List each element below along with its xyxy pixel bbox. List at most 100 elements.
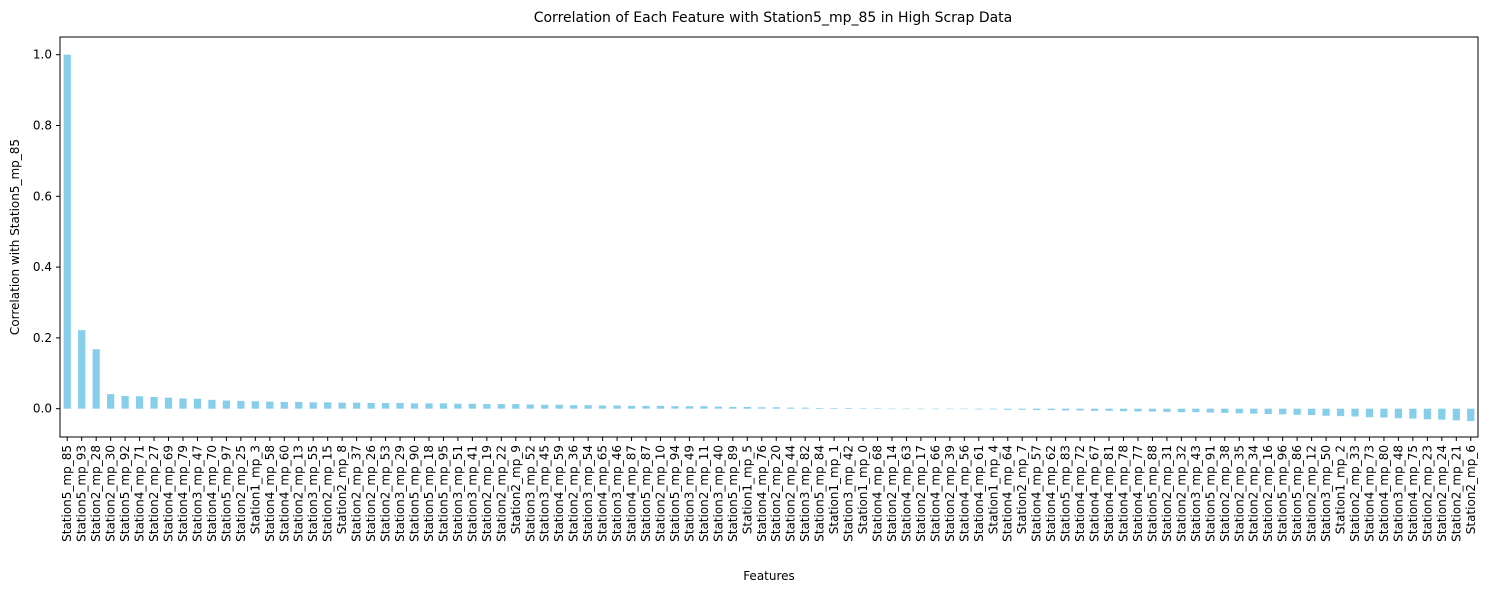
bar-station2-mp-17 [917, 408, 925, 410]
x-tick-label: Station2_mp_28 [89, 445, 103, 542]
y-tick-label: 0.8 [33, 118, 52, 132]
x-tick-label: Station4_mp_73 [1362, 445, 1376, 542]
x-tick-label: Station3_mp_48 [1391, 445, 1405, 542]
bar-station3-mp-49 [685, 406, 694, 409]
bar-station4-mp-61 [975, 408, 983, 410]
x-tick-label: Station3_mp_49 [682, 445, 696, 542]
x-tick-label: Station2_mp_16 [1261, 445, 1275, 542]
x-tick-label: Station1_mp_0 [856, 445, 870, 534]
x-tick-label: Station2_mp_30 [104, 445, 118, 542]
y-tick-label: 0.6 [33, 189, 52, 203]
x-tick-label: Station5_mp_83 [1059, 445, 1073, 542]
x-tick-label: Station2_mp_8 [335, 445, 349, 534]
x-tick-label: Station4_mp_60 [277, 445, 291, 542]
x-tick-label: Station5_mp_85 [60, 445, 74, 542]
bar-station4-mp-67 [1090, 408, 1099, 411]
plot-frame [59, 36, 1479, 438]
bar-station4-mp-63 [902, 408, 911, 410]
x-tick-label: Station2_mp_53 [379, 445, 393, 542]
bar-station5-mp-86 [1293, 408, 1301, 415]
bar-station4-mp-66 [931, 408, 940, 410]
x-tick-label: Station3_mp_51 [451, 445, 465, 542]
bar-station2-mp-16 [1264, 408, 1272, 414]
bar-station5-mp-88 [1148, 408, 1157, 412]
x-tick-label: Station2_mp_22 [494, 445, 508, 542]
bar-station5-mp-96 [1279, 408, 1287, 415]
bar-station2-mp-23 [1423, 408, 1431, 420]
bar-station3-mp-42 [844, 407, 853, 409]
x-tick-label: Station2_mp_13 [292, 445, 306, 542]
x-tick-label: Station3_mp_42 [842, 445, 856, 542]
bar-station4-mp-71 [135, 396, 144, 409]
bar-station2-mp-15 [324, 402, 332, 409]
x-tick-label: Station4_mp_56 [957, 445, 971, 542]
bar-station3-mp-82 [801, 407, 809, 409]
x-tick-label: Station3_mp_40 [711, 445, 725, 542]
x-tick-label: Station2_mp_27 [147, 445, 161, 542]
x-tick-label: Station1_mp_4 [986, 445, 1000, 534]
x-tick-label: Station1_mp_1 [827, 445, 841, 534]
bar-station4-mp-59 [555, 404, 563, 409]
x-tick-label: Station3_mp_43 [1189, 445, 1203, 542]
x-tick-label: Station2_mp_34 [1247, 445, 1261, 542]
bar-station2-mp-8 [338, 402, 346, 409]
bar-station4-mp-78 [1119, 408, 1128, 412]
bar-station2-mp-34 [1250, 408, 1258, 414]
x-tick-label: Station2_mp_35 [1232, 445, 1246, 542]
bar-station4-mp-77 [1134, 408, 1142, 412]
bar-station4-mp-72 [1076, 408, 1084, 411]
y-tick-label: 0.2 [33, 331, 52, 345]
x-tick-label: Station5_mp_96 [1276, 445, 1290, 542]
x-tick-label: Station1_mp_3 [248, 445, 262, 534]
x-tick-label: Station3_mp_29 [393, 445, 407, 542]
x-tick-label: Station5_mp_86 [1290, 445, 1304, 542]
bar-station2-mp-22 [497, 404, 505, 409]
bar-station4-mp-58 [266, 401, 274, 409]
bar-station4-mp-69 [164, 397, 173, 409]
bar-station2-mp-25 [237, 400, 245, 409]
x-tick-label: Station4_mp_58 [263, 445, 277, 542]
x-tick-label: Station3_mp_82 [798, 445, 812, 542]
x-tick-label: Station4_mp_76 [755, 445, 769, 542]
x-tick-label: Station2_mp_38 [1218, 445, 1232, 542]
x-tick-label: Station2_mp_19 [480, 445, 494, 542]
x-tick-label: Station4_mp_78 [1117, 445, 1131, 542]
bar-station4-mp-62 [1047, 408, 1055, 411]
bar-station1-mp-5 [743, 406, 751, 409]
x-tick-label: Station2_mp_14 [885, 445, 899, 542]
x-tick-label: Station4_mp_64 [1001, 445, 1015, 542]
x-tick-label: Station2_mp_25 [234, 445, 248, 542]
bar-station3-mp-50 [1322, 408, 1330, 416]
bar-station3-mp-40 [714, 406, 722, 409]
bar-station5-mp-92 [121, 395, 129, 409]
x-tick-label: Station4_mp_68 [871, 445, 885, 542]
bar-station2-mp-7 [1018, 408, 1026, 410]
x-tick-label: Station4_mp_66 [928, 445, 942, 542]
bar-station4-mp-68 [873, 408, 882, 409]
bar-station3-mp-52 [526, 404, 534, 409]
bar-station2-mp-53 [381, 403, 390, 409]
x-tick-label: Station5_mp_93 [75, 445, 89, 542]
x-tick-label: Station2_mp_11 [697, 445, 711, 542]
x-tick-label: Station4_mp_69 [162, 445, 176, 542]
bar-station2-mp-6 [1467, 408, 1475, 422]
x-tick-label: Station4_mp_61 [972, 445, 986, 542]
x-tick-label: Station2_mp_26 [364, 445, 378, 542]
x-tick-label: Station2_mp_12 [1305, 445, 1319, 542]
x-tick-label: Station4_mp_67 [1088, 445, 1102, 542]
bar-station1-mp-3 [251, 401, 259, 409]
bar-station5-mp-91 [1206, 408, 1214, 413]
bar-station3-mp-55 [309, 402, 317, 409]
bar-station4-mp-57 [1033, 408, 1041, 411]
x-tick-label: Station2_mp_24 [1435, 445, 1449, 542]
bar-station4-mp-70 [208, 399, 216, 409]
x-tick-label: Station5_mp_90 [408, 445, 422, 542]
x-tick-label: Station3_mp_41 [465, 445, 479, 542]
bar-station2-mp-12 [1307, 408, 1316, 416]
bar-station2-mp-30 [107, 394, 115, 409]
x-tick-label: Station4_mp_75 [1406, 445, 1420, 542]
x-tick-label: Station4_mp_80 [1377, 445, 1391, 542]
x-tick-label: Station4_mp_65 [596, 445, 610, 542]
bar-station2-mp-33 [1351, 408, 1359, 417]
bar-station5-mp-87 [642, 405, 650, 409]
